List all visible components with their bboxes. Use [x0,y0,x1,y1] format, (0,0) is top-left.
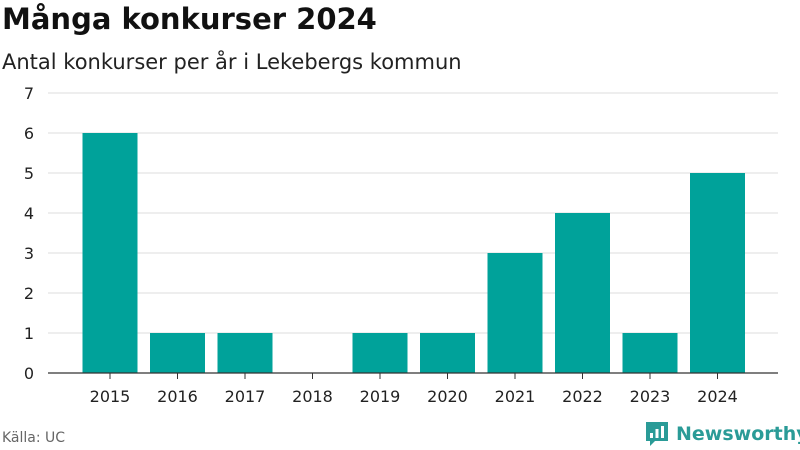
x-tick-label: 2021 [495,387,536,406]
y-tick-label: 5 [24,164,34,183]
x-axis-tick-labels: 2015 2016 2017 2018 2019 2020 2021 2022 2023 2024 [90,387,738,406]
bar-2015 [82,133,138,373]
newsworthy-logo-icon [646,422,668,446]
bar-2017 [217,333,273,373]
y-axis-tick-labels: 0 1 2 3 4 5 6 7 [24,84,34,383]
x-axis [48,372,778,379]
x-tick-label: 2018 [292,387,333,406]
x-tick-label: 2023 [630,387,671,406]
x-tick-label: 2022 [562,387,603,406]
y-tick-label: 6 [24,124,34,143]
bar-2021 [487,253,543,373]
bars [82,133,745,373]
bar-2022 [555,213,610,373]
y-tick-label: 1 [24,324,34,343]
bar-2023 [622,333,678,373]
x-tick-label: 2019 [360,387,401,406]
bar-2016 [150,333,205,373]
y-tick-label: 7 [24,84,34,103]
y-tick-label: 3 [24,244,34,263]
x-tick-label: 2017 [225,387,266,406]
source-note: Källa: UC [2,430,66,446]
y-tick-label: 0 [24,364,34,383]
bar-2024 [690,173,745,373]
bar-2020 [420,333,475,373]
y-tick-label: 2 [24,284,34,303]
x-tick-label: 2015 [90,387,131,406]
grid-lines [48,92,778,334]
x-tick-label: 2024 [697,387,738,406]
x-tick-label: 2016 [157,387,198,406]
chart-subtitle: Antal konkurser per år i Lekebergs kommu… [2,50,462,74]
bar-2019 [352,333,408,373]
y-tick-label: 4 [24,204,34,223]
x-tick-label: 2020 [427,387,468,406]
brand-name: Newsworthy [676,423,800,445]
brand-logo: Newsworthy [644,420,800,448]
chart-title: Många konkurser 2024 [2,2,377,36]
